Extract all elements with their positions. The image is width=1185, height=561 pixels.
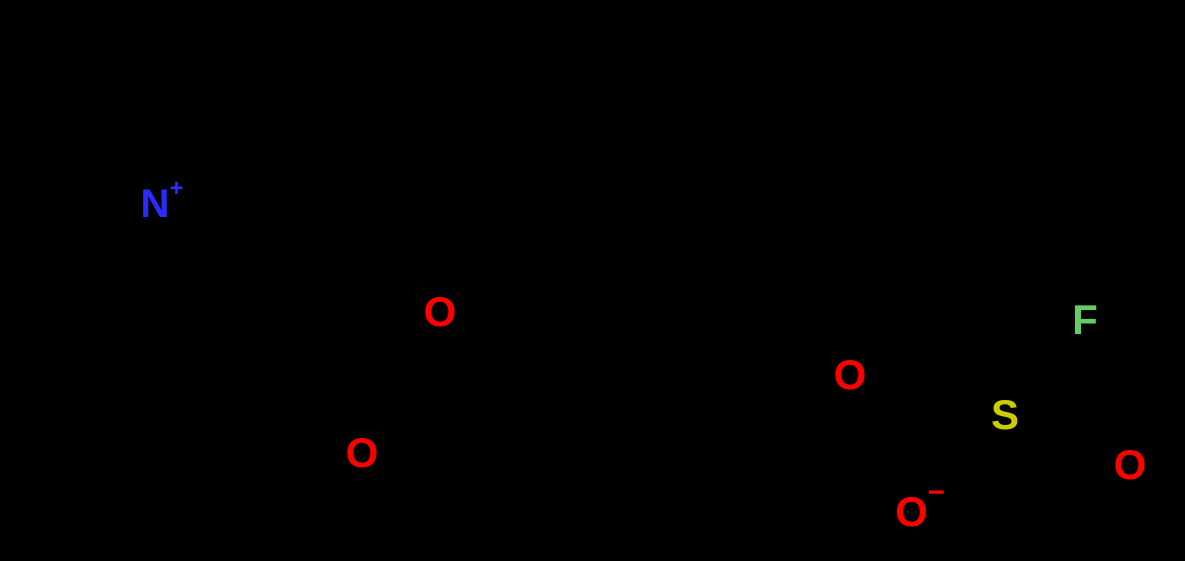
oxygen-atom-anion: O− bbox=[895, 487, 945, 533]
fluorine-atom: F bbox=[1072, 299, 1098, 341]
nitrogen-charge: + bbox=[169, 175, 183, 202]
oxygen-charge: − bbox=[928, 476, 945, 509]
oxygen-atom-ester-bridge: O bbox=[424, 291, 457, 333]
oxygen-symbol-3: O bbox=[834, 351, 867, 398]
nitrogen-atom: N+ bbox=[141, 184, 184, 224]
oxygen-symbol-4: O bbox=[895, 488, 928, 535]
oxygen-symbol-1: O bbox=[424, 288, 457, 335]
sulfur-atom: S bbox=[991, 394, 1019, 436]
oxygen-atom-sulfonyl-1: O bbox=[834, 354, 867, 396]
sulfur-symbol: S bbox=[991, 391, 1019, 438]
oxygen-atom-carbonyl: O bbox=[346, 432, 379, 474]
oxygen-symbol-2: O bbox=[346, 429, 379, 476]
oxygen-symbol-5: O bbox=[1114, 441, 1147, 488]
oxygen-atom-sulfonyl-2: O bbox=[1114, 444, 1147, 486]
fluorine-symbol: F bbox=[1072, 296, 1098, 343]
nitrogen-symbol: N bbox=[141, 182, 170, 226]
